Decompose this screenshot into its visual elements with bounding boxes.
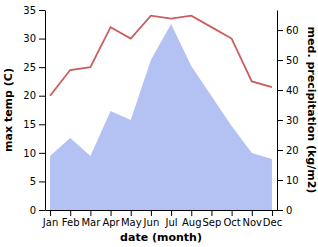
y2-tick-mark (277, 210, 283, 211)
axis-line (46, 210, 278, 211)
y-tick-mark (39, 67, 45, 68)
x-tick-mark (151, 210, 152, 216)
y2-axis: 0 10 20 30 40 50 60 (277, 11, 299, 216)
x-tick-label: May (121, 217, 142, 228)
y2-tick-label: 60 (286, 25, 299, 36)
y2-tick-label: 10 (286, 175, 299, 186)
x-tick-mark (232, 210, 233, 216)
chart: 0 5 10 15 20 25 30 35 0 10 20 30 40 50 60 Jan FebMarAprM… (0, 0, 318, 247)
x-tick: Oct (223, 210, 240, 228)
x-tick-mark (211, 210, 212, 216)
y2-tick: 20 (277, 145, 299, 156)
y2-tick-mark (277, 90, 283, 91)
x-tick-label: Oct (223, 217, 240, 228)
x-tick: Dec (263, 210, 282, 228)
x-tick: Jan (42, 210, 58, 228)
x-tick-label: Jul (165, 217, 178, 228)
x-tick: Nov (243, 210, 263, 228)
y-tick: 20 (23, 90, 45, 101)
y-axis: 0 5 10 15 20 25 30 35 (23, 5, 45, 216)
x-tick-label: Apr (102, 217, 120, 228)
y-tick-mark (39, 210, 45, 211)
y-tick: 35 (23, 5, 45, 16)
y-tick-label: 0 (30, 205, 36, 216)
y-tick: 5 (30, 176, 45, 187)
y-tick: 0 (30, 205, 45, 216)
y-tick-label: 35 (23, 5, 36, 16)
x-tick-mark (272, 210, 273, 216)
y-tick: 25 (23, 62, 45, 73)
y-tick-mark (39, 181, 45, 182)
y2-tick-mark (277, 180, 283, 181)
y2-tick: 30 (277, 115, 299, 126)
x-tick: Jun (143, 210, 160, 228)
y2-tick-mark (277, 120, 283, 121)
y2-tick-label: 30 (286, 115, 299, 126)
y2-tick-label: 20 (286, 145, 299, 156)
y-tick: 15 (23, 119, 45, 130)
y2-axis-title: med. precipitation (kg/m2) (305, 27, 318, 194)
x-tick-mark (131, 210, 132, 216)
y-tick-label: 20 (23, 90, 36, 101)
y-axis-title: max temp (C) (2, 68, 15, 152)
y2-tick: 40 (277, 85, 299, 96)
y2-tick-mark (277, 150, 283, 151)
x-tick-mark (90, 210, 91, 216)
x-tick: Mar (81, 210, 101, 228)
y-tick-label: 10 (23, 148, 36, 159)
y2-tick: 0 (277, 205, 292, 216)
y-tick-label: 15 (23, 119, 36, 130)
x-tick: Aug (182, 210, 202, 228)
x-tick: May (121, 210, 142, 228)
x-tick: Apr (102, 210, 120, 228)
temperature-line (50, 16, 272, 96)
y-tick: 10 (23, 148, 45, 159)
x-tick-mark (70, 210, 71, 216)
y2-tick-label: 40 (286, 85, 299, 96)
y2-tick: 10 (277, 175, 299, 186)
x-tick-mark (111, 210, 112, 216)
y-tick: 30 (23, 33, 45, 44)
x-tick-label: Nov (243, 217, 263, 228)
x-tick: Sep (203, 210, 222, 228)
y-tick-mark (39, 124, 45, 125)
x-tick-label: Jan (42, 217, 58, 228)
x-tick-mark (171, 210, 172, 216)
axis-line (45, 11, 46, 211)
x-tick-label: Jun (143, 217, 160, 228)
y2-tick: 60 (277, 25, 299, 36)
y2-tick-label: 50 (286, 55, 299, 66)
y2-tick-label: 0 (286, 205, 292, 216)
y-tick-label: 5 (30, 176, 36, 187)
x-tick-mark (191, 210, 192, 216)
y2-tick-mark (277, 30, 283, 31)
y2-tick-mark (277, 60, 283, 61)
y-tick-label: 30 (23, 33, 36, 44)
x-tick: Feb (62, 210, 80, 228)
x-tick-label: Sep (203, 217, 222, 228)
x-tick-label: Aug (182, 217, 202, 228)
x-axis-title: date (month) (120, 231, 202, 244)
x-tick-label: Mar (81, 217, 101, 228)
y-tick-mark (39, 96, 45, 97)
y2-tick: 50 (277, 55, 299, 66)
y-tick-mark (39, 39, 45, 40)
x-tick-mark (50, 210, 51, 216)
y-tick-mark (39, 153, 45, 154)
x-tick-label: Feb (62, 217, 80, 228)
x-axis: Jan FebMarAprMayJun Jul AugSepOctNovDec (42, 210, 282, 228)
plot-area (50, 16, 272, 210)
x-tick: Jul (165, 210, 178, 228)
x-tick-mark (252, 210, 253, 216)
y-tick-mark (39, 10, 45, 11)
x-tick-label: Dec (263, 217, 282, 228)
y-tick-label: 25 (23, 62, 36, 73)
